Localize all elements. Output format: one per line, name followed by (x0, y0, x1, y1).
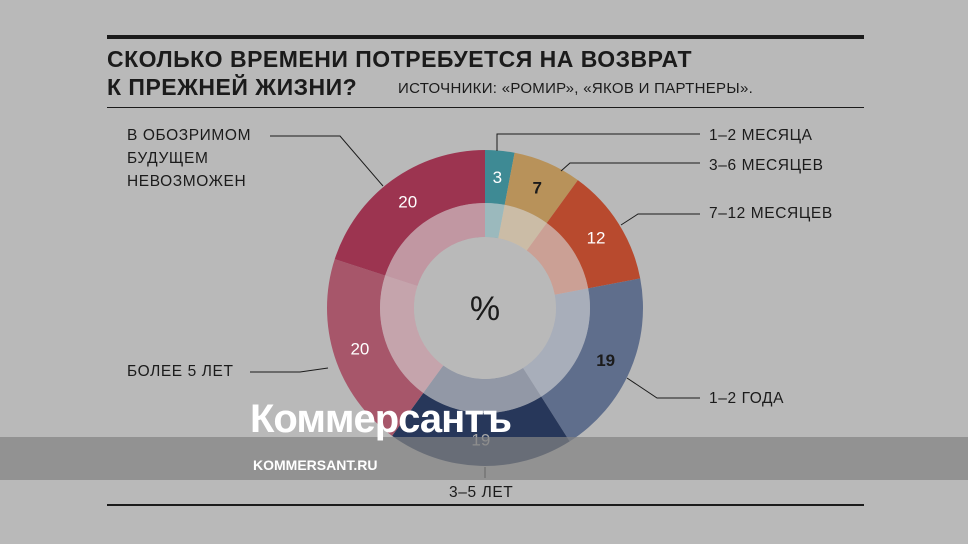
chart-source: ИСТОЧНИКИ: «РОМИР», «ЯКОВ И ПАРТНЕРЫ». (398, 80, 754, 97)
center-label: % (470, 290, 500, 328)
category-label-impossible: В ОБОЗРИМОМ БУДУЩЕМ НЕВОЗМОЖЕН (127, 124, 251, 193)
donut-slice-impossible (334, 150, 485, 276)
donut-slice-1-2-years (541, 278, 643, 442)
donut-inner-slice-over-5-years (380, 275, 444, 393)
leader-line-1-2-months (496, 133, 700, 151)
value-label-3-6-months: 7 (532, 178, 541, 197)
donut-inner-slice-1-2-years (523, 288, 590, 397)
donut-slice-over-5-years (327, 259, 424, 436)
category-label-impossible-line: НЕВОЗМОЖЕН (127, 173, 247, 190)
value-label-over-5-years: 20 (350, 340, 369, 359)
value-label-impossible: 20 (398, 193, 417, 212)
donut-center (414, 237, 556, 379)
category-label-impossible-line: В ОБОЗРИМОМ (127, 127, 252, 144)
chart-title-line-2: К ПРЕЖНЕЙ ЖИЗНИ? (107, 74, 358, 100)
leader-line-over-5-years (250, 367, 329, 373)
chart-title-line-1: СКОЛЬКО ВРЕМЕНИ ПОТРЕБУЕТСЯ НА ВОЗВРАТ (107, 46, 693, 72)
category-label-1-2-months: 1–2 МЕСЯЦА (709, 127, 813, 144)
watermark-band (0, 437, 968, 480)
donut-inner-slice-3-6-months (498, 204, 547, 251)
top-rule (107, 35, 864, 39)
donut-inner-slice-1-2-months (485, 203, 505, 239)
leader-line-7-12-months (620, 213, 700, 226)
leader-line-3-6-months (560, 162, 700, 172)
value-label-1-2-years: 19 (596, 351, 615, 370)
watermark-site: KOMMERSANT.RU (253, 457, 378, 473)
donut-inner-slice-7-12-months (526, 223, 589, 295)
leader-line-1-2-years (626, 377, 700, 399)
category-label-over-5-years: БОЛЕЕ 5 ЛЕТ (127, 363, 234, 380)
category-label-7-12-months: 7–12 МЕСЯЦЕВ (709, 205, 833, 222)
category-label-impossible-line: БУДУЩЕМ (127, 150, 209, 167)
donut-inner-slice-3-5-years (423, 365, 542, 413)
value-label-1-2-months: 3 (493, 168, 502, 187)
donut-slice-3-6-months (504, 152, 578, 224)
category-label-3-6-months: 3–6 МЕСЯЦЕВ (709, 157, 824, 174)
leader-line-impossible (270, 135, 384, 187)
value-label-7-12-months: 12 (587, 229, 606, 248)
category-label-3-5-years: 3–5 ЛЕТ (449, 484, 514, 501)
donut-slice-1-2-months (485, 150, 515, 205)
bottom-rule (107, 504, 864, 506)
donut-inner-ring (380, 203, 590, 413)
watermark-logo: Коммерсантъ (250, 397, 512, 441)
donut-inner-slice-impossible (385, 203, 485, 287)
donut-slice-7-12-months (546, 180, 641, 289)
category-label-1-2-years: 1–2 ГОДА (709, 390, 785, 407)
header-divider (107, 107, 864, 108)
